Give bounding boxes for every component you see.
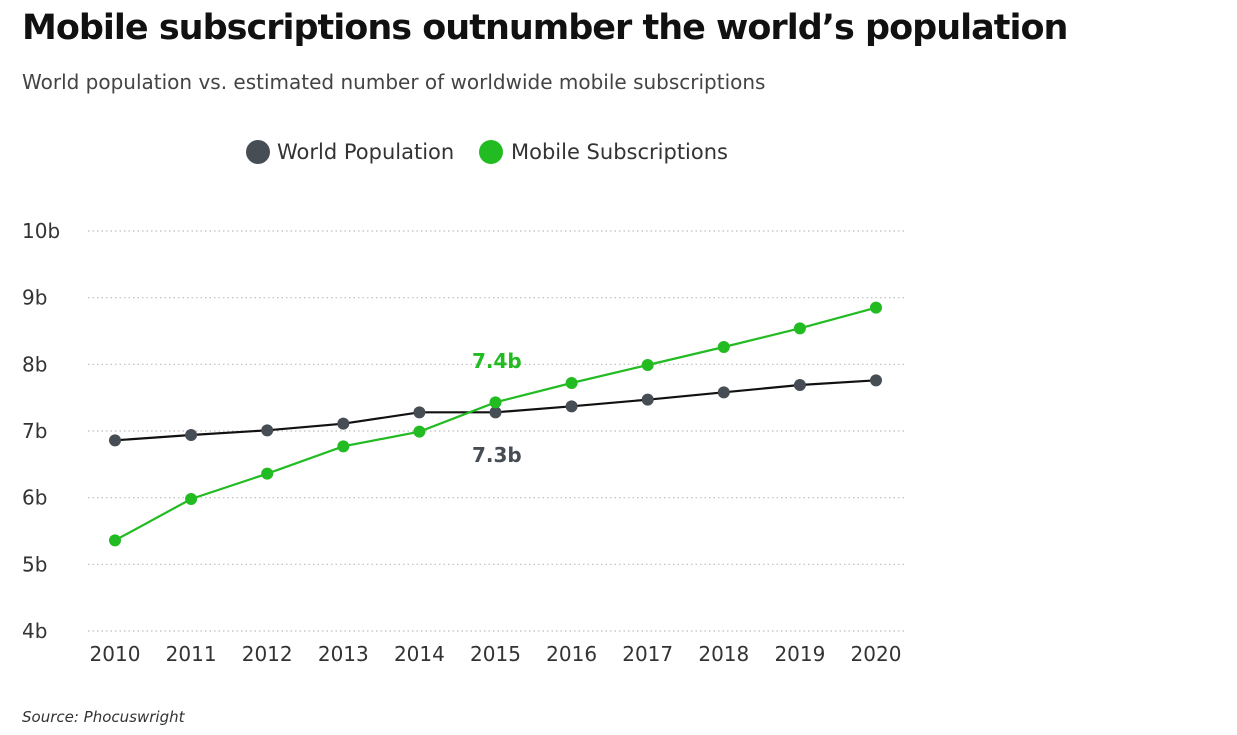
data-point-world-population [870,374,882,387]
data-point-mobile-subscriptions [413,425,426,438]
x-tick-label: 2015 [470,642,521,666]
x-tick-label: 2020 [851,642,902,666]
data-point-world-population [337,417,350,430]
annotations: 7.4b 7.3b [472,349,522,467]
y-tick-label: 9b [22,286,47,310]
data-point-world-population [489,406,502,419]
annotation-world-population-2015: 7.3b [472,443,522,467]
annotation-mobile-subscriptions-2015: 7.4b [472,349,522,373]
legend-marker-mobile-subscriptions [479,140,503,164]
x-tick-label: 2014 [394,642,445,666]
data-point-world-population [641,393,654,406]
chart-subtitle: World population vs. estimated number of… [22,70,766,94]
data-point-mobile-subscriptions [109,534,121,547]
data-point-mobile-subscriptions [793,322,806,335]
x-tick-label: 2017 [622,642,673,666]
legend-label-mobile-subscriptions: Mobile Subscriptions [511,140,728,164]
data-point-mobile-subscriptions [565,377,578,389]
data-point-world-population [793,379,806,391]
data-point-world-population [185,429,198,441]
x-tick-label: 2016 [546,642,597,666]
y-tick-label: 7b [22,419,47,443]
grid [88,230,905,632]
data-point-mobile-subscriptions [489,396,502,409]
data-point-mobile-subscriptions [337,440,350,453]
x-tick-label: 2018 [698,642,749,666]
x-tick-label: 2010 [90,642,141,666]
data-point-mobile-subscriptions [717,341,730,353]
data-point-mobile-subscriptions [185,493,198,505]
data-point-world-population [261,424,274,437]
y-tick-label: 10b [22,219,60,243]
data-point-mobile-subscriptions [641,359,654,371]
x-tick-label: 2013 [318,642,369,666]
x-tick-label: 2012 [242,642,293,666]
chart-legend: World Population Mobile Subscriptions [246,140,728,164]
legend-label-world-population: World Population [277,140,454,164]
data-point-mobile-subscriptions [870,301,882,314]
chart-title: Mobile subscriptions outnumber the world… [22,8,1068,48]
x-axis: 2010 2011 2012 2013 2014 2015 2016 2017 2018 2019… [90,642,902,666]
y-tick-label: 6b [22,486,47,510]
y-tick-label: 5b [22,552,47,576]
x-tick-label: 2019 [774,642,825,666]
legend-marker-world-population [246,140,270,164]
series [109,301,882,547]
y-axis: 10b 9b 8b 7b 6b 5b 4b [22,219,60,643]
data-point-world-population [717,386,730,399]
source-note: Source: Phocuswright [22,708,185,726]
data-point-world-population [109,434,121,447]
data-point-mobile-subscriptions [261,467,274,480]
data-point-world-population [413,406,426,419]
series-line-mobile-subscriptions [114,306,877,542]
y-tick-label: 4b [22,619,47,643]
y-tick-label: 8b [22,352,47,376]
data-point-world-population [565,400,578,413]
x-tick-label: 2011 [166,642,217,666]
